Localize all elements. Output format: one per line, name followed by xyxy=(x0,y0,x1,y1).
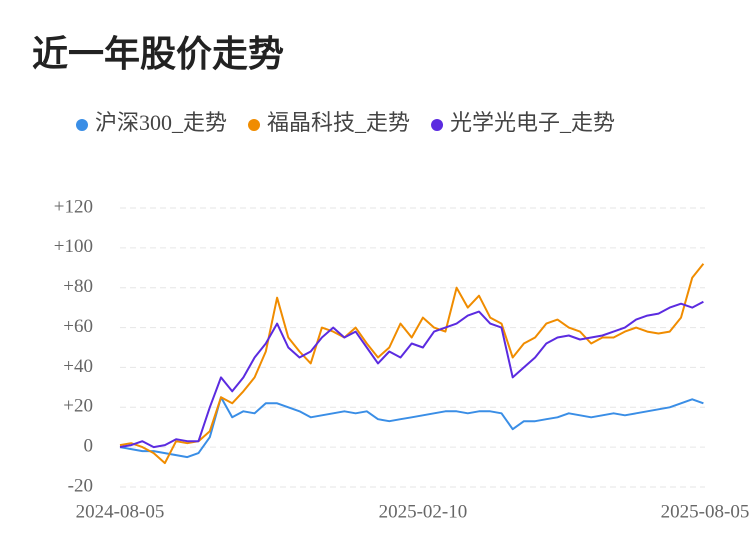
y-tick-label: +20 xyxy=(63,396,93,417)
y-tick-label: 0 xyxy=(84,436,94,457)
legend-label: 光学光电子_走势 xyxy=(450,110,615,135)
x-tick-label: 2025-02-10 xyxy=(379,501,468,522)
series-line xyxy=(119,396,704,459)
x-tick-label: 2025-08-05 xyxy=(661,501,750,522)
y-tick-label: -20 xyxy=(68,475,93,496)
y-tick-label: +80 xyxy=(63,276,93,297)
y-tick-label: +100 xyxy=(54,236,93,257)
chart-title: 近一年股价走势 xyxy=(32,34,284,75)
legend-marker xyxy=(76,119,88,131)
y-tick-label: +120 xyxy=(54,196,93,217)
series-line xyxy=(119,300,704,449)
y-tick-label: +60 xyxy=(63,316,93,337)
legend-label: 沪深300_走势 xyxy=(95,110,227,135)
legend-marker xyxy=(248,119,261,131)
x-tick-label: 2024-08-05 xyxy=(76,501,165,522)
series-line xyxy=(119,263,705,465)
y-tick-label: +40 xyxy=(63,356,93,377)
legend-label: 福晶科技_走势 xyxy=(267,110,410,135)
legend-marker xyxy=(431,119,444,131)
